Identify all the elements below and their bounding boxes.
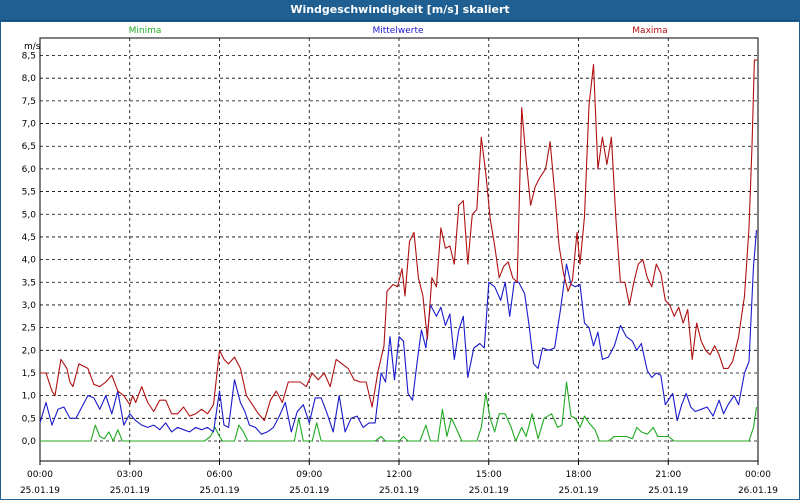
y-tick-label: 1,0: [22, 392, 37, 402]
y-tick-labels: 0,0 0,5 1,0 1,5 2,0 2,5 3,0 3,5 4,0 4,5 5,0 5,5 6,0 6…: [22, 52, 37, 447]
y-tick-label: 3,0: [22, 301, 37, 311]
x-tick-time: 12:00: [386, 470, 412, 480]
x-tick-time: 09:00: [296, 470, 322, 480]
y-tick-label: 2,5: [22, 324, 36, 334]
y-tick-label: 3,5: [22, 278, 36, 288]
y-tick-label: 7,0: [22, 120, 37, 130]
grid-lines: [40, 38, 758, 461]
x-tick-date: 25.01.19: [199, 486, 239, 496]
y-tick-label: 1,5: [22, 369, 36, 379]
x-tick-time: 06:00: [207, 470, 233, 480]
x-tick-time: 18:00: [566, 470, 592, 480]
x-tick-labels: 00:00 25.01.19 03:00 25.01.19 06:00 25.01.19 0…: [20, 470, 778, 496]
series-line-mittelwerte: [39, 230, 758, 435]
x-tick-date: 25.01.19: [558, 486, 598, 496]
y-tick-label: 8,0: [22, 74, 37, 84]
x-tick-date: 25.01.19: [20, 486, 60, 496]
y-tick-label: 6,5: [22, 142, 36, 152]
x-tick-time: 15:00: [476, 470, 502, 480]
x-tick-time: 00:00: [27, 470, 53, 480]
y-tick-label: 5,5: [22, 188, 36, 198]
x-tick-date: 25.01.19: [110, 486, 150, 496]
y-tick-label: 5,0: [22, 210, 37, 220]
series-lines: [39, 59, 758, 442]
legend-mittelwerte: Mittelwerte: [372, 26, 423, 36]
chart-title: Windgeschwindigkeit [m/s] skaliert: [0, 0, 800, 21]
x-tick-date: 25.01.19: [289, 486, 329, 496]
axes: [39, 37, 759, 465]
legend-minima: Minima: [129, 26, 162, 36]
series-line-maxima: [40, 59, 758, 422]
y-axis-unit-label: m/s: [24, 42, 41, 52]
y-tick-label: 0,5: [22, 414, 36, 424]
y-tick-label: 4,5: [22, 233, 36, 243]
x-tick-time: 00:00: [745, 470, 771, 480]
x-tick-date: 25.01.19: [469, 486, 509, 496]
x-tick-time: 03:00: [117, 470, 143, 480]
y-tick-label: 7,5: [22, 97, 36, 107]
x-tick-date: 25.01.19: [379, 486, 419, 496]
plot-border: [39, 37, 759, 462]
y-tick-label: 6,0: [22, 165, 37, 175]
legend-maxima: Maxima: [632, 26, 667, 36]
y-tick-label: 0,0: [22, 437, 37, 447]
x-tick-date: 25.01.19: [648, 486, 688, 496]
y-tick-label: 8,5: [22, 52, 36, 62]
x-tick-time: 21:00: [655, 470, 681, 480]
y-tick-label: 4,0: [22, 256, 37, 266]
x-tick-date: 26.01.19: [738, 486, 778, 496]
y-tick-label: 2,0: [22, 346, 37, 356]
series-line-minima: [40, 381, 758, 442]
